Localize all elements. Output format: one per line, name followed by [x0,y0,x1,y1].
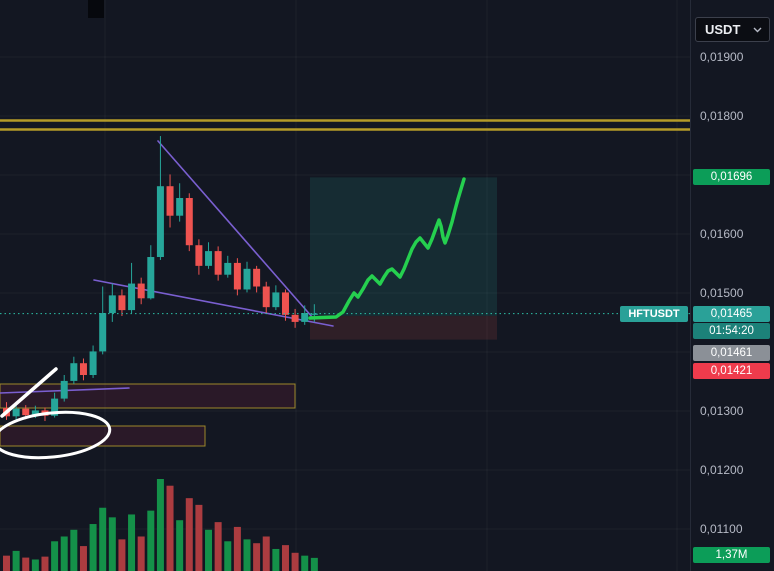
price-projection-path[interactable] [308,177,466,320]
stop-price-badge: 0,01421 [693,363,770,379]
white-trend-line[interactable] [0,367,58,418]
resistance-lines [0,119,690,131]
price-axis-label: 0,01800 [700,109,744,123]
last-price-badge: 0,01465 [693,306,770,322]
long-position-tool[interactable] [310,177,497,340]
chart-area[interactable]: HFTUSDT [0,0,690,571]
candles-layer [3,136,318,422]
entry-price-badge: 0,01461 [693,345,770,361]
price-axis[interactable]: USDT 0,01900 0,01800 0,01600 0,01500 0,01300… [690,0,774,571]
toolbar-fragment [88,0,104,18]
price-axis-label: 0,01900 [700,50,744,64]
loss-zone [310,316,497,340]
currency-dropdown-label: USDT [705,22,741,37]
price-axis-label: 0,01200 [700,463,744,477]
volume-badge: 1,37M [693,547,770,563]
countdown-badge: 01:54:20 [693,323,770,339]
support-zone[interactable] [0,425,206,447]
currency-dropdown[interactable]: USDT [695,17,770,42]
chevron-down-icon [753,27,762,32]
chart-canvas[interactable] [0,0,690,571]
projection-layer [308,177,466,320]
trendlines-layer [0,140,334,394]
price-axis-label: 0,01300 [700,404,744,418]
grid-layer [0,0,690,571]
white-ellipse-annotation[interactable] [0,407,112,463]
profit-zone [310,177,497,317]
price-axis-label: 0,01100 [700,522,743,536]
volume-layer [3,479,318,571]
support-zone-rectangles [0,383,296,447]
price-axis-label: 0,01500 [700,286,744,300]
symbol-price-flag: HFTUSDT [620,306,688,322]
support-zone[interactable] [0,383,296,409]
trendline[interactable] [157,140,314,319]
target-price-badge: 0,01696 [693,169,770,185]
price-axis-label: 0,01600 [700,227,744,241]
white-annotations [0,367,112,463]
